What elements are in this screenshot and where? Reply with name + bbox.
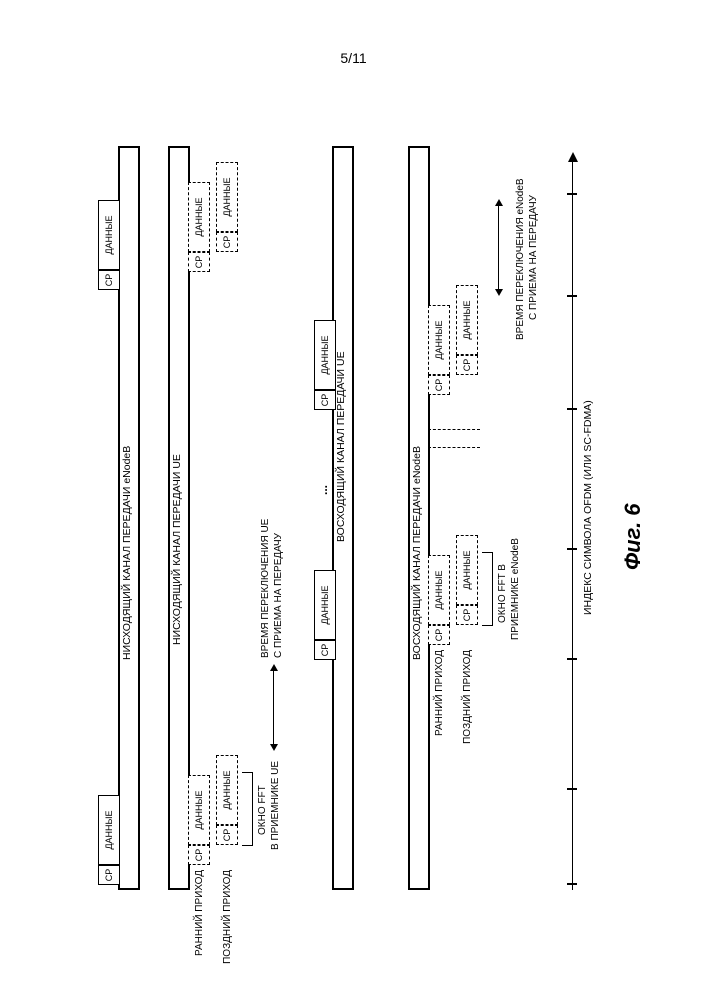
ul-enb-early-symbol-2: CP ДАННЫЕ bbox=[428, 305, 450, 395]
enb-switch-label-2: С ПРИЕМА НА ПЕРЕДАЧУ bbox=[528, 195, 539, 320]
axis-label: ИНДЕКС СИМВОЛА OFDM (ИЛИ SC-FDMA) bbox=[582, 400, 594, 615]
cp-cell: CP bbox=[456, 605, 478, 625]
data-cell: ДАННЫЕ bbox=[314, 320, 336, 390]
data-cell: ДАННЫЕ bbox=[98, 200, 120, 270]
data-cell: ДАННЫЕ bbox=[216, 162, 238, 232]
dl-ue-right-early-symbol: CP ДАННЫЕ bbox=[188, 182, 210, 272]
fft-enb-label-2: ПРИЕМНИКЕ eNodeB bbox=[510, 538, 521, 640]
dl-ue-label: НИСХОДЯЩИЙ КАНАЛ ПЕРЕДАЧИ UE bbox=[171, 454, 183, 645]
data-cell: ДАННЫЕ bbox=[456, 285, 478, 355]
data-cell: ДАННЫЕ bbox=[188, 775, 210, 845]
ul-enb-late-symbol-2: CP ДАННЫЕ bbox=[456, 285, 478, 375]
dl-ue-right-late-symbol: CP ДАННЫЕ bbox=[216, 162, 238, 252]
enb-switch-arrow bbox=[498, 205, 509, 290]
page-number: 5/11 bbox=[340, 50, 366, 66]
dl-enb-label: НИСХОДЯЩИЙ КАНАЛ ПЕРЕДАЧИ eNodeB bbox=[121, 446, 133, 660]
data-cell: ДАННЫЕ bbox=[98, 795, 120, 865]
dashed-divider bbox=[428, 429, 480, 430]
cp-cell: CP bbox=[98, 270, 120, 290]
dl-enb-symbol-left: CP ДАННЫЕ bbox=[98, 795, 120, 885]
cp-cell: CP bbox=[314, 390, 336, 410]
axis-tick bbox=[567, 409, 577, 411]
diagram-rotated-wrapper: НИСХОДЯЩИЙ КАНАЛ ПЕРЕДАЧИ eNodeB CP ДАНН… bbox=[0, 250, 707, 770]
ue-switch-label-2: С ПРИЕМА НА ПЕРЕДАЧУ bbox=[273, 533, 284, 658]
data-cell: ДАННЫЕ bbox=[428, 305, 450, 375]
data-cell: ДАННЫЕ bbox=[428, 555, 450, 625]
fft-enb-label-1: ОКНО FFT В bbox=[497, 564, 508, 623]
cp-cell: CP bbox=[98, 865, 120, 885]
dl-ue-late-symbol: CP ДАННЫЕ bbox=[216, 755, 238, 845]
axis-tick bbox=[567, 296, 577, 298]
ul-enb-late-symbol: CP ДАННЫЕ bbox=[456, 535, 478, 625]
ue-switch-label-1: ВРЕМЯ ПЕРЕКЛЮЧЕНИЯ UE bbox=[260, 519, 271, 658]
ul-enb-early-symbol: CP ДАННЫЕ bbox=[428, 555, 450, 645]
axis-tick bbox=[567, 194, 577, 196]
cp-cell: CP bbox=[456, 355, 478, 375]
cp-cell: CP bbox=[314, 640, 336, 660]
fft-enb-bracket bbox=[482, 552, 493, 626]
figure-caption: Фиг. 6 bbox=[620, 503, 646, 570]
timing-diagram: НИСХОДЯЩИЙ КАНАЛ ПЕРЕДАЧИ eNodeB CP ДАНН… bbox=[100, 130, 620, 890]
axis-tick bbox=[567, 549, 577, 551]
fft-ue-bracket bbox=[242, 772, 253, 846]
cp-cell: CP bbox=[216, 825, 238, 845]
ue-switch-arrow bbox=[273, 670, 284, 745]
axis-tick bbox=[567, 659, 577, 661]
fft-ue-label-2: В ПРИЕМНИКЕ UE bbox=[270, 761, 281, 850]
ul-ue-label: ВОСХОДЯЩИЙ КАНАЛ ПЕРЕДАЧИ UE bbox=[335, 351, 347, 542]
cp-cell: CP bbox=[428, 375, 450, 395]
dashed-divider bbox=[428, 447, 480, 448]
ul-ue-symbol-right: CP ДАННЫЕ bbox=[314, 320, 336, 410]
enb-switch-label-1: ВРЕМЯ ПЕРЕКЛЮЧЕНИЯ eNodeB bbox=[515, 178, 526, 340]
late-label-1: ПОЗДНИЙ ПРИХОД bbox=[222, 870, 233, 975]
data-cell: ДАННЫЕ bbox=[216, 755, 238, 825]
data-cell: ДАННЫЕ bbox=[314, 570, 336, 640]
data-cell: ДАННЫЕ bbox=[188, 182, 210, 252]
x-axis bbox=[572, 160, 573, 890]
early-label-2: РАННИЙ ПРИХОД bbox=[434, 650, 445, 755]
fft-ue-label-1: ОКНО FFT bbox=[257, 785, 268, 835]
axis-tick bbox=[567, 789, 577, 791]
early-label-1: РАННИЙ ПРИХОД bbox=[194, 870, 205, 975]
dl-enb-symbol-right: CP ДАННЫЕ bbox=[98, 200, 120, 290]
cp-cell: CP bbox=[188, 845, 210, 865]
cp-cell: CP bbox=[188, 252, 210, 272]
late-label-2: ПОЗДНИЙ ПРИХОД bbox=[462, 650, 473, 755]
cp-cell: CP bbox=[428, 625, 450, 645]
data-cell: ДАННЫЕ bbox=[456, 535, 478, 605]
dl-ue-early-symbol: CP ДАННЫЕ bbox=[188, 775, 210, 865]
axis-tick bbox=[567, 884, 577, 886]
cp-cell: CP bbox=[216, 232, 238, 252]
ul-enb-label: ВОСХОДЯЩИЙ КАНАЛ ПЕРЕДАЧИ eNodeB bbox=[411, 446, 423, 660]
ellipsis: ... bbox=[316, 485, 330, 495]
ul-ue-symbol-left: CP ДАННЫЕ bbox=[314, 570, 336, 660]
